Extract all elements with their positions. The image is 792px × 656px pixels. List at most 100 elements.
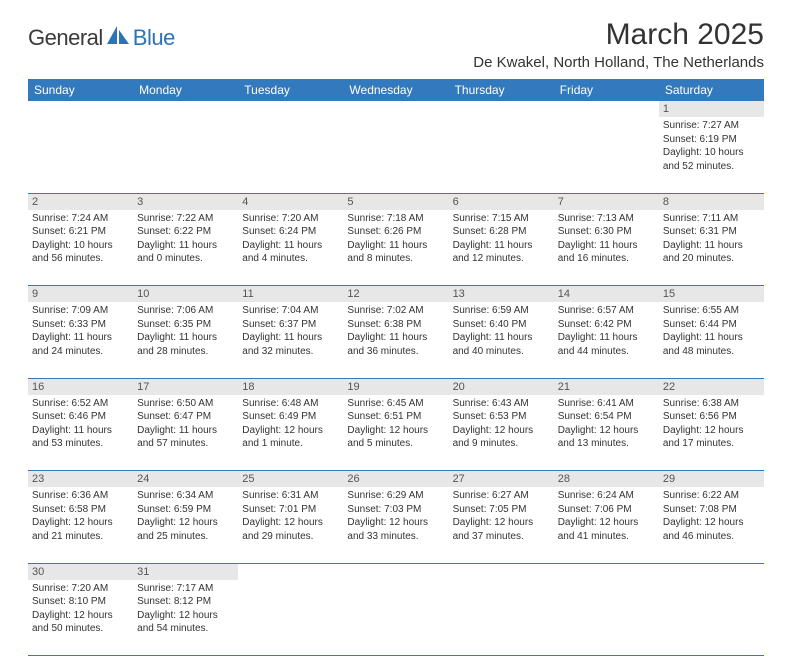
day-number-cell: 4 bbox=[238, 193, 343, 210]
day-cell: Sunrise: 6:38 AMSunset: 6:56 PMDaylight:… bbox=[659, 395, 764, 471]
day-number-cell: 25 bbox=[238, 471, 343, 488]
daylight-text: and 20 minutes. bbox=[663, 252, 760, 266]
daylight-text: Daylight: 12 hours bbox=[32, 516, 129, 530]
sunrise-text: Sunrise: 7:17 AM bbox=[137, 582, 234, 596]
daylight-text: Daylight: 11 hours bbox=[347, 331, 444, 345]
day-number-cell: 30 bbox=[28, 563, 133, 580]
weekday-header: Wednesday bbox=[343, 79, 448, 101]
day-number-cell: 2 bbox=[28, 193, 133, 210]
day-number-cell: 23 bbox=[28, 471, 133, 488]
sunrise-text: Sunrise: 6:57 AM bbox=[558, 304, 655, 318]
sunrise-text: Sunrise: 7:27 AM bbox=[663, 119, 760, 133]
logo-sail-icon bbox=[105, 24, 131, 51]
day-cell bbox=[238, 117, 343, 193]
daylight-text: Daylight: 12 hours bbox=[242, 516, 339, 530]
day-cell: Sunrise: 7:06 AMSunset: 6:35 PMDaylight:… bbox=[133, 302, 238, 378]
day-number-cell: 3 bbox=[133, 193, 238, 210]
sunset-text: Sunset: 6:31 PM bbox=[663, 225, 760, 239]
sunrise-text: Sunrise: 6:43 AM bbox=[453, 397, 550, 411]
daylight-text: Daylight: 11 hours bbox=[137, 331, 234, 345]
day-cell: Sunrise: 7:22 AMSunset: 6:22 PMDaylight:… bbox=[133, 210, 238, 286]
day-cell bbox=[133, 117, 238, 193]
day-cell: Sunrise: 6:52 AMSunset: 6:46 PMDaylight:… bbox=[28, 395, 133, 471]
daylight-text: Daylight: 11 hours bbox=[453, 239, 550, 253]
daylight-text: Daylight: 11 hours bbox=[347, 239, 444, 253]
daylight-text: and 1 minute. bbox=[242, 437, 339, 451]
day-number-cell bbox=[238, 101, 343, 117]
day-cell: Sunrise: 6:43 AMSunset: 6:53 PMDaylight:… bbox=[449, 395, 554, 471]
day-cell: Sunrise: 6:55 AMSunset: 6:44 PMDaylight:… bbox=[659, 302, 764, 378]
day-number-cell: 21 bbox=[554, 378, 659, 395]
day-cell: Sunrise: 6:24 AMSunset: 7:06 PMDaylight:… bbox=[554, 487, 659, 563]
sunrise-text: Sunrise: 6:31 AM bbox=[242, 489, 339, 503]
sunset-text: Sunset: 7:01 PM bbox=[242, 503, 339, 517]
day-number-cell bbox=[238, 563, 343, 580]
sunrise-text: Sunrise: 7:04 AM bbox=[242, 304, 339, 318]
day-number-cell: 31 bbox=[133, 563, 238, 580]
daylight-text: and 5 minutes. bbox=[347, 437, 444, 451]
day-cell bbox=[449, 117, 554, 193]
sunset-text: Sunset: 7:08 PM bbox=[663, 503, 760, 517]
sunrise-text: Sunrise: 6:48 AM bbox=[242, 397, 339, 411]
day-number-cell: 20 bbox=[449, 378, 554, 395]
sunset-text: Sunset: 6:37 PM bbox=[242, 318, 339, 332]
sunrise-text: Sunrise: 6:59 AM bbox=[453, 304, 550, 318]
day-cell bbox=[554, 580, 659, 656]
daylight-text: Daylight: 11 hours bbox=[137, 424, 234, 438]
sunset-text: Sunset: 6:19 PM bbox=[663, 133, 760, 147]
sunset-text: Sunset: 6:28 PM bbox=[453, 225, 550, 239]
day-number-cell: 24 bbox=[133, 471, 238, 488]
day-number-cell: 29 bbox=[659, 471, 764, 488]
weekday-header: Monday bbox=[133, 79, 238, 101]
daylight-text: and 4 minutes. bbox=[242, 252, 339, 266]
day-number-cell: 27 bbox=[449, 471, 554, 488]
day-cell bbox=[554, 117, 659, 193]
sunrise-text: Sunrise: 7:09 AM bbox=[32, 304, 129, 318]
day-cell: Sunrise: 7:09 AMSunset: 6:33 PMDaylight:… bbox=[28, 302, 133, 378]
day-cell: Sunrise: 7:13 AMSunset: 6:30 PMDaylight:… bbox=[554, 210, 659, 286]
daylight-text: and 9 minutes. bbox=[453, 437, 550, 451]
header: General Blue March 2025 De Kwakel, North… bbox=[28, 18, 764, 71]
daylight-text: Daylight: 12 hours bbox=[453, 516, 550, 530]
day-number-cell bbox=[133, 101, 238, 117]
day-number-cell: 12 bbox=[343, 286, 448, 303]
day-number-cell: 22 bbox=[659, 378, 764, 395]
sunset-text: Sunset: 6:56 PM bbox=[663, 410, 760, 424]
daylight-text: and 56 minutes. bbox=[32, 252, 129, 266]
daylight-text: and 53 minutes. bbox=[32, 437, 129, 451]
daylight-text: and 0 minutes. bbox=[137, 252, 234, 266]
sunset-text: Sunset: 6:21 PM bbox=[32, 225, 129, 239]
day-number-cell bbox=[28, 101, 133, 117]
daylight-text: Daylight: 11 hours bbox=[558, 331, 655, 345]
day-number-cell bbox=[554, 101, 659, 117]
day-cell: Sunrise: 7:04 AMSunset: 6:37 PMDaylight:… bbox=[238, 302, 343, 378]
daylight-text: and 29 minutes. bbox=[242, 530, 339, 544]
sunset-text: Sunset: 6:59 PM bbox=[137, 503, 234, 517]
logo-text-general: General bbox=[28, 25, 103, 51]
sunrise-text: Sunrise: 6:52 AM bbox=[32, 397, 129, 411]
sunrise-text: Sunrise: 7:20 AM bbox=[242, 212, 339, 226]
sunrise-text: Sunrise: 6:45 AM bbox=[347, 397, 444, 411]
sunset-text: Sunset: 8:12 PM bbox=[137, 595, 234, 609]
sunset-text: Sunset: 7:06 PM bbox=[558, 503, 655, 517]
day-number-cell: 11 bbox=[238, 286, 343, 303]
day-number-cell bbox=[449, 101, 554, 117]
daylight-text: Daylight: 12 hours bbox=[242, 424, 339, 438]
day-number-cell: 1 bbox=[659, 101, 764, 117]
sunrise-text: Sunrise: 6:41 AM bbox=[558, 397, 655, 411]
sunset-text: Sunset: 6:35 PM bbox=[137, 318, 234, 332]
daylight-text: and 21 minutes. bbox=[32, 530, 129, 544]
location-text: De Kwakel, North Holland, The Netherland… bbox=[473, 54, 764, 71]
day-number-cell: 10 bbox=[133, 286, 238, 303]
day-cell: Sunrise: 7:20 AMSunset: 6:24 PMDaylight:… bbox=[238, 210, 343, 286]
daylight-text: Daylight: 11 hours bbox=[137, 239, 234, 253]
sunset-text: Sunset: 6:24 PM bbox=[242, 225, 339, 239]
sunrise-text: Sunrise: 6:22 AM bbox=[663, 489, 760, 503]
daylight-text: and 17 minutes. bbox=[663, 437, 760, 451]
day-number-cell: 15 bbox=[659, 286, 764, 303]
calendar-table: SundayMondayTuesdayWednesdayThursdayFrid… bbox=[28, 79, 764, 656]
sunrise-text: Sunrise: 6:38 AM bbox=[663, 397, 760, 411]
day-cell: Sunrise: 6:29 AMSunset: 7:03 PMDaylight:… bbox=[343, 487, 448, 563]
daylight-text: Daylight: 12 hours bbox=[32, 609, 129, 623]
daylight-text: Daylight: 12 hours bbox=[558, 424, 655, 438]
